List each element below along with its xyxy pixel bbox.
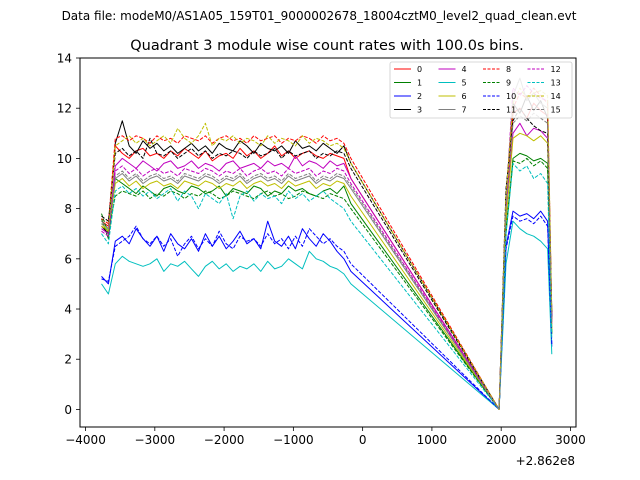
x-tick-label: −1000 (273, 433, 314, 447)
series-layer (101, 77, 553, 410)
plot-area (80, 58, 576, 427)
legend-label-15: 15 (551, 106, 561, 115)
legend-label-11: 11 (506, 106, 516, 115)
legend-label-10: 10 (506, 92, 516, 101)
chart-title: Quadrant 3 module wise count rates with … (130, 38, 524, 54)
y-tick-label: 4 (64, 303, 72, 317)
legend-label-4: 4 (462, 65, 467, 74)
y-axis: 0 2 4 6 8 10 12 14 (57, 52, 80, 417)
legend-label-12: 12 (551, 65, 561, 74)
y-tick-label: 0 (64, 403, 72, 417)
legend-label-5: 5 (462, 79, 467, 88)
x-tick-label: −2000 (204, 433, 245, 447)
y-tick-label: 14 (57, 52, 72, 66)
plot-frame (79, 57, 577, 428)
series-line-5 (101, 220, 553, 410)
legend-label-6: 6 (462, 92, 467, 101)
legend-label-14: 14 (551, 92, 561, 101)
y-tick-label: 2 (64, 353, 72, 367)
legend-label-2: 2 (417, 92, 422, 101)
legend-box (389, 61, 573, 119)
figure-suptitle: Data file: modeM0/AS1A05_159T01_90000026… (62, 9, 577, 23)
series-line-12 (101, 85, 553, 410)
y-tick-label: 12 (57, 102, 72, 116)
y-tick-label: 8 (64, 202, 72, 216)
legend-label-7: 7 (462, 106, 467, 115)
x-tick-label: 1000 (417, 433, 448, 447)
x-tick-label: −4000 (65, 433, 106, 447)
x-tick-label: 0 (359, 433, 367, 447)
legend-label-0: 0 (417, 65, 422, 74)
legend-label-3: 3 (417, 106, 422, 115)
x-tick-label: 2000 (486, 433, 517, 447)
legend-label-9: 9 (506, 79, 511, 88)
legend-label-1: 1 (417, 79, 422, 88)
series-line-15 (101, 112, 553, 410)
x-offset-label: +2.862e8 (516, 454, 575, 468)
y-tick-label: 10 (57, 152, 72, 166)
x-tick-label: −3000 (135, 433, 176, 447)
x-axis: −4000 −3000 −2000 −1000 0 1000 2000 3000 (65, 427, 586, 447)
legend-label-8: 8 (506, 65, 511, 74)
y-tick-label: 6 (64, 252, 72, 266)
x-tick-label: 3000 (555, 433, 586, 447)
legend-label-13: 13 (551, 79, 561, 88)
